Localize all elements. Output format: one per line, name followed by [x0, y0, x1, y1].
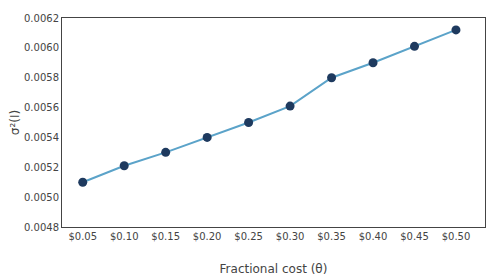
svg-text:$0.30: $0.30	[276, 231, 305, 242]
svg-text:0.0060: 0.0060	[24, 42, 59, 53]
svg-text:$0.10: $0.10	[110, 231, 139, 242]
svg-text:0.0050: 0.0050	[24, 192, 59, 203]
svg-text:0.0048: 0.0048	[24, 222, 59, 233]
svg-text:σ²(I): σ²(I)	[8, 110, 22, 135]
svg-text:0.0052: 0.0052	[24, 162, 59, 173]
svg-text:0.0054: 0.0054	[24, 132, 59, 143]
svg-text:0.0058: 0.0058	[24, 72, 59, 83]
svg-text:0.0056: 0.0056	[24, 102, 59, 113]
svg-text:$0.25: $0.25	[234, 231, 263, 242]
svg-text:$0.45: $0.45	[400, 231, 429, 242]
svg-text:Fractional cost (θ): Fractional cost (θ)	[220, 262, 328, 276]
svg-text:$0.40: $0.40	[359, 231, 388, 242]
svg-text:$0.20: $0.20	[193, 231, 222, 242]
svg-text:$0.50: $0.50	[442, 231, 471, 242]
svg-text:0.0062: 0.0062	[24, 13, 59, 24]
svg-text:$0.15: $0.15	[151, 231, 180, 242]
svg-text:$0.35: $0.35	[317, 231, 346, 242]
svg-text:$0.05: $0.05	[68, 231, 97, 242]
